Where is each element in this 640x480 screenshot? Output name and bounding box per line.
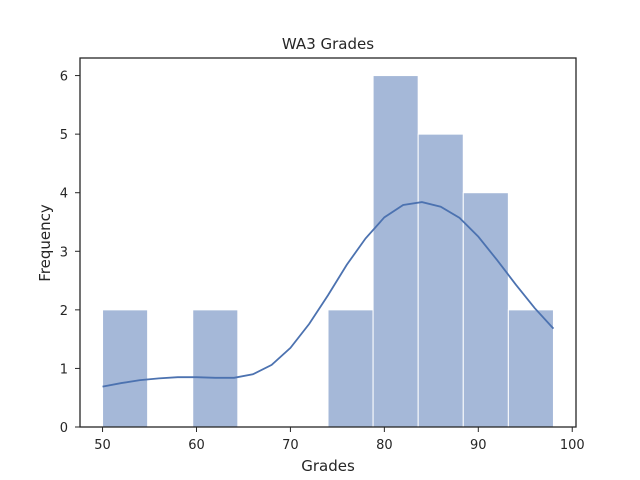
y-tick-label-5: 5 bbox=[60, 128, 68, 143]
x-tick-label-60: 60 bbox=[188, 438, 205, 453]
histogram-bar-2 bbox=[192, 309, 239, 428]
x-tick-label-80: 80 bbox=[376, 438, 393, 453]
y-tick-label-4: 4 bbox=[60, 187, 68, 202]
histogram-bar-6 bbox=[372, 75, 419, 428]
x-tick-label-70: 70 bbox=[282, 438, 299, 453]
histogram-bar-0 bbox=[102, 309, 149, 428]
y-tick-label-2: 2 bbox=[60, 304, 68, 319]
histogram-bar-5 bbox=[327, 309, 374, 428]
kde-curve bbox=[102, 201, 555, 388]
bars-group bbox=[102, 75, 554, 428]
y-tick-label-1: 1 bbox=[60, 362, 68, 377]
x-tick-label-100: 100 bbox=[560, 438, 585, 453]
x-axis-ticks: 50 60 70 80 90 100 bbox=[94, 427, 585, 453]
chart-title: WA3 Grades bbox=[282, 35, 374, 53]
y-axis-label: Frequency bbox=[36, 204, 54, 282]
plot-frame bbox=[79, 57, 577, 428]
y-axis-ticks: 0 1 2 3 4 5 6 bbox=[60, 70, 80, 436]
histogram-bar-7 bbox=[417, 133, 464, 428]
y-tick-label-6: 6 bbox=[60, 70, 68, 85]
histogram-bar-9 bbox=[507, 309, 554, 428]
x-tick-label-90: 90 bbox=[470, 438, 487, 453]
histogram-bar-8 bbox=[462, 192, 509, 428]
y-tick-label-0: 0 bbox=[60, 421, 68, 436]
y-tick-label-3: 3 bbox=[60, 245, 68, 260]
x-axis-label: Grades bbox=[301, 457, 355, 475]
x-tick-label-50: 50 bbox=[94, 438, 111, 453]
